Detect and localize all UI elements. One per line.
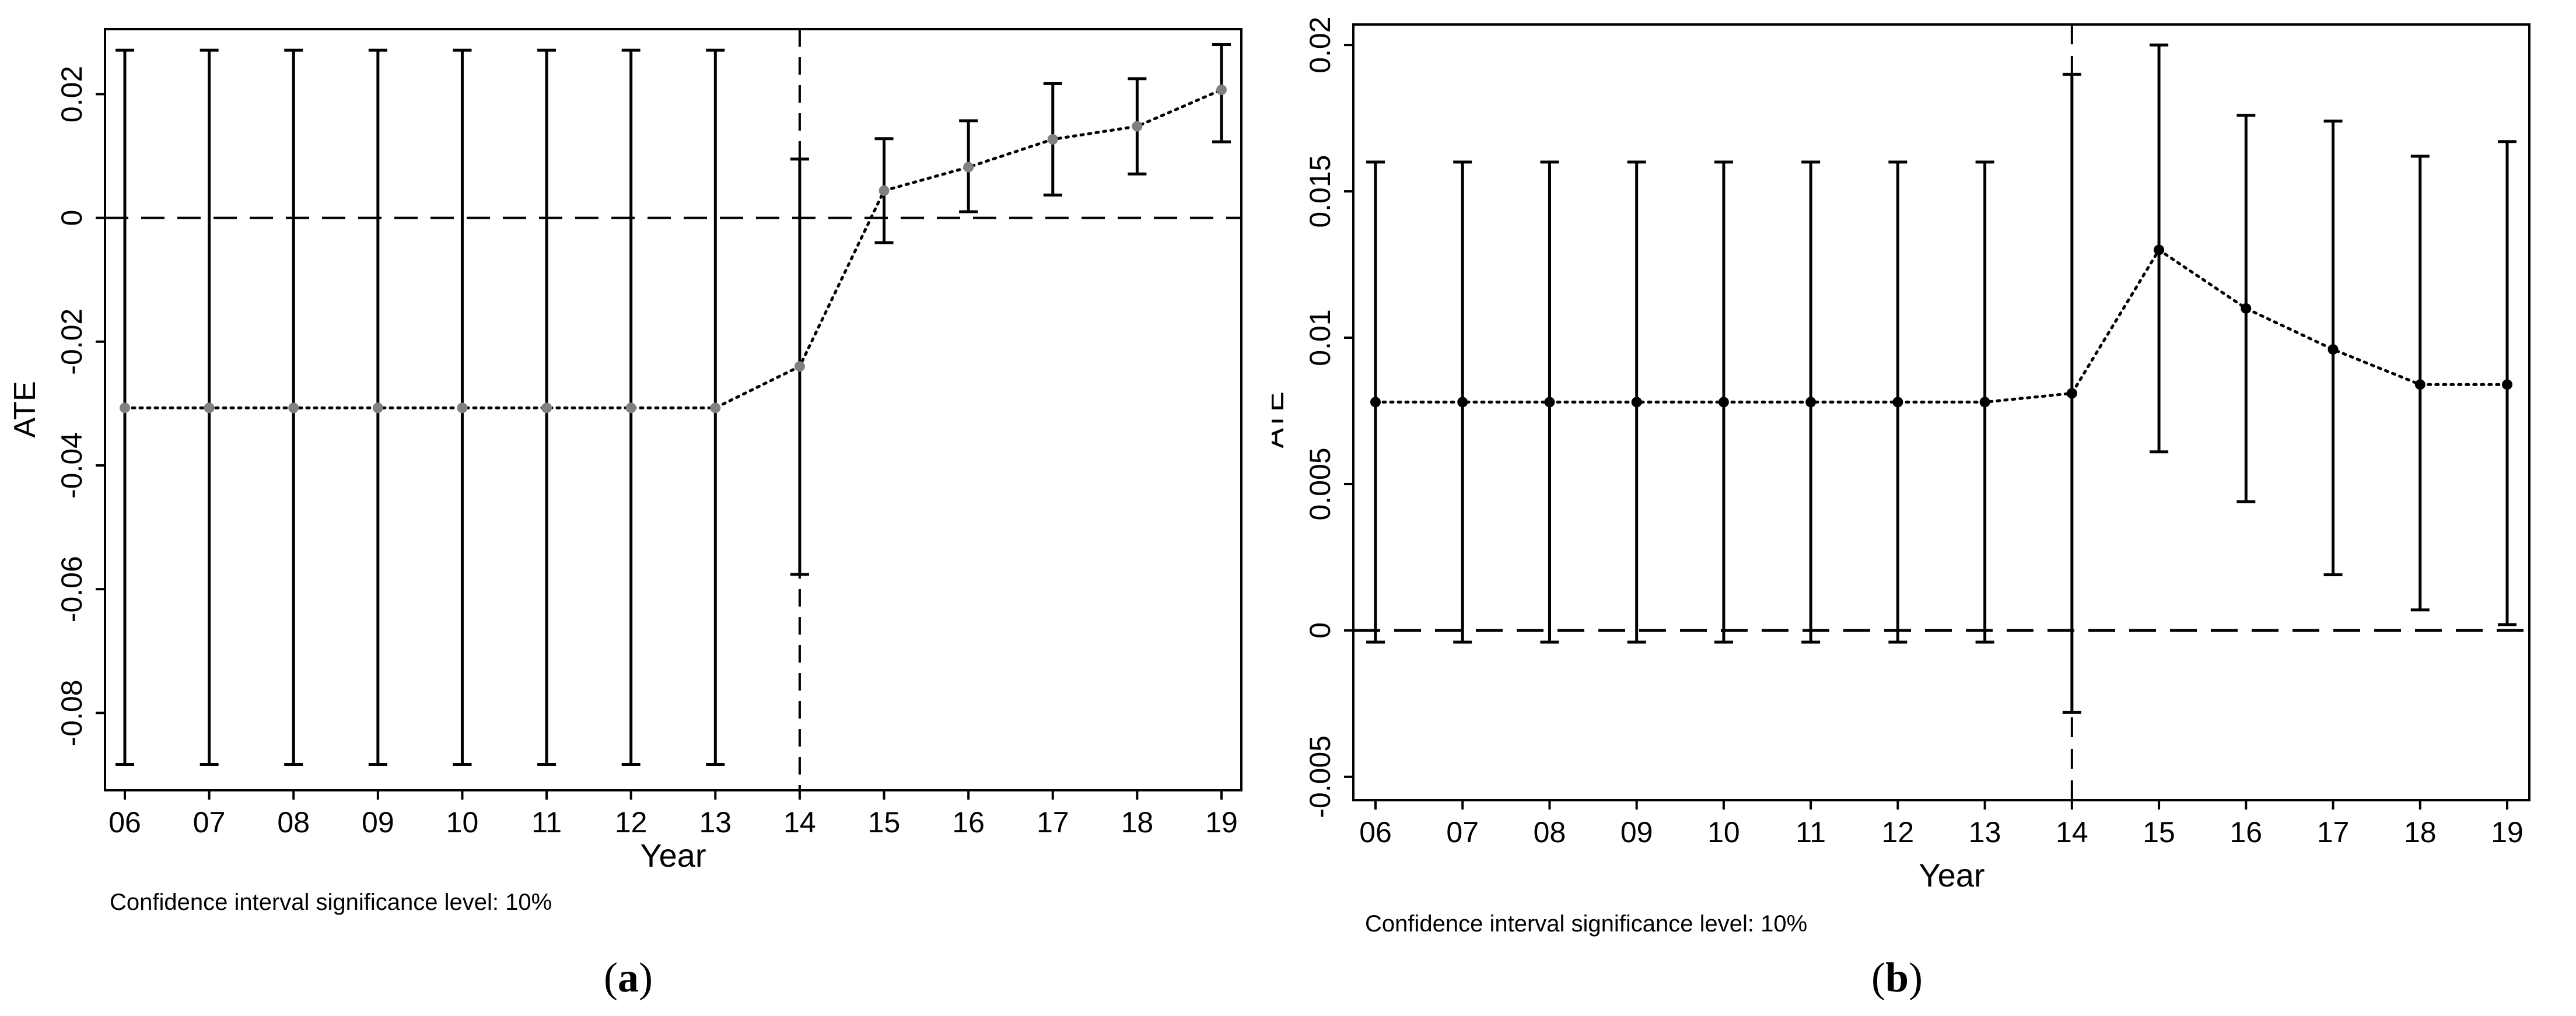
- ate-point: [541, 402, 552, 414]
- y-tick-label: -0.02: [55, 309, 88, 375]
- y-tick-label: 0: [1304, 622, 1336, 639]
- ate-point: [1892, 397, 1903, 408]
- x-tick-label: 16: [2230, 816, 2262, 849]
- x-tick-label: 08: [1534, 816, 1566, 849]
- ate-point: [372, 402, 383, 414]
- ate-point: [710, 402, 721, 414]
- ate-point: [1132, 121, 1143, 132]
- ate-point: [2066, 388, 2077, 399]
- caption-a: (a): [604, 954, 653, 1001]
- y-tick-label: -0.06: [55, 556, 88, 622]
- x-tick-label: 11: [1796, 816, 1826, 849]
- x-tick-label: 18: [1121, 806, 1154, 839]
- x-tick-label: 07: [1446, 816, 1479, 849]
- y-tick-label: -0.08: [55, 679, 88, 746]
- x-tick-label: 19: [1205, 806, 1238, 839]
- plot-area-a: [104, 28, 1242, 791]
- x-tick-label: 17: [1037, 806, 1069, 839]
- y-tick-label: 0.02: [55, 66, 88, 122]
- ate-point: [2414, 379, 2426, 390]
- x-tick-label: 16: [952, 806, 985, 839]
- ate-point: [457, 402, 468, 414]
- ate-point: [963, 162, 974, 173]
- x-tick-label: 17: [2317, 816, 2350, 849]
- x-tick-label: 14: [783, 806, 816, 839]
- x-tick-label: 09: [362, 806, 394, 839]
- ate-point: [1370, 397, 1381, 408]
- ate-point: [1457, 397, 1468, 408]
- ate-point: [794, 361, 805, 372]
- x-tick-label: 08: [277, 806, 310, 839]
- ci-note-a: Confidence interval significance level: …: [110, 889, 552, 915]
- ate-series-line: [123, 88, 1223, 409]
- x-tick-label: 06: [1359, 816, 1392, 849]
- x-axis-label-a: Year: [640, 837, 706, 874]
- ate-point: [1718, 397, 1729, 408]
- y-tick-label: -0.005: [1304, 735, 1336, 818]
- x-tick-label: 06: [108, 806, 141, 839]
- caption-b: (b): [1871, 954, 1923, 1001]
- x-tick-label: 15: [868, 806, 901, 839]
- x-axis-label-b: Year: [1919, 857, 1985, 894]
- ate-point: [288, 402, 299, 414]
- x-tick-label: 13: [1969, 816, 2001, 849]
- ate-point: [1544, 397, 1555, 408]
- x-tick-label: 18: [2404, 816, 2437, 849]
- chart-panel-b: 06 07 08 09 10 11 12 13 14 15 16 17 18 19 -0.005 0 0.005…: [1272, 16, 2530, 937]
- x-tick-label: 12: [1882, 816, 1915, 849]
- chart-panel-a: 06 07 08 09 10 11 12 13 14 15 16 17 18 19 -0.08 -0.06 -0…: [8, 28, 1242, 915]
- ate-point: [1979, 397, 1990, 408]
- y-tick-label: -0.04: [55, 432, 88, 499]
- ate-point: [1805, 397, 1817, 408]
- x-tick-label: 19: [2491, 816, 2524, 849]
- ate-point: [2241, 303, 2252, 314]
- ate-point: [878, 185, 890, 196]
- y-tick-label: 0.01: [1304, 309, 1336, 366]
- ate-point: [120, 402, 130, 414]
- x-tick-label: 10: [1707, 816, 1740, 849]
- ate-point: [2154, 244, 2165, 255]
- y-axis-label-b: ATE: [1272, 391, 1290, 448]
- ate-point: [1047, 134, 1058, 145]
- ate-point: [625, 402, 636, 414]
- ate-point: [1631, 397, 1642, 408]
- ate-point: [1216, 84, 1227, 95]
- x-tick-label: 14: [2056, 816, 2088, 849]
- y-axis-label-a: ATE: [8, 381, 42, 437]
- x-tick-label: 15: [2143, 816, 2175, 849]
- ate-point: [204, 402, 215, 414]
- x-tick-label: 11: [531, 806, 562, 839]
- ate-point: [2328, 344, 2339, 355]
- y-tick-label: 0.02: [1304, 16, 1336, 73]
- y-tick-label: 0.015: [1304, 155, 1336, 228]
- x-tick-label: 13: [699, 806, 732, 839]
- ci-note-b: Confidence interval significance level: …: [1365, 911, 1807, 937]
- y-tick-label: 0: [55, 210, 88, 226]
- ate-point: [2502, 379, 2512, 390]
- x-tick-label: 09: [1620, 816, 1653, 849]
- x-tick-label: 07: [193, 806, 226, 839]
- plot-area-b: [1352, 23, 2530, 801]
- x-tick-label: 10: [446, 806, 479, 839]
- x-tick-label: 12: [615, 806, 648, 839]
- y-tick-label: 0.005: [1304, 447, 1336, 520]
- ate-series-line: [1374, 247, 2509, 404]
